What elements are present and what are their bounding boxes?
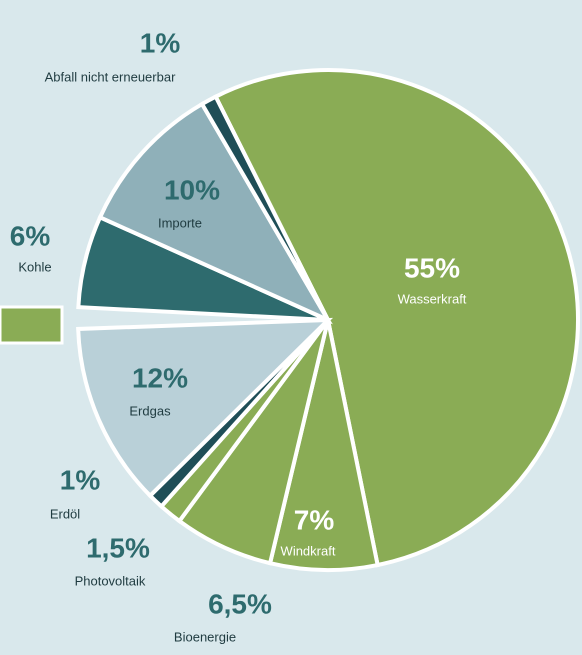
slice: [267, 319, 380, 572]
slice: [76, 317, 334, 499]
value-label: 6,5%: [208, 588, 272, 619]
category-label: Windkraft: [281, 543, 336, 558]
category-label: Erdgas: [129, 403, 171, 418]
category-label: Photovoltaik: [75, 573, 146, 588]
value-label: 10%: [164, 174, 220, 205]
value-label: 6%: [10, 220, 51, 251]
cropped-slice: [0, 305, 64, 345]
value-label: 12%: [132, 362, 188, 393]
value-label: 7%: [294, 504, 335, 535]
category-label: Abfall nicht erneuerbar: [45, 69, 176, 84]
category-label: Erdöl: [50, 506, 80, 521]
value-label: 1%: [140, 27, 181, 58]
category-label: Wasserkraft: [398, 291, 467, 306]
pie: [76, 68, 580, 572]
category-label: Bioenergie: [174, 629, 236, 644]
value-label: 1,5%: [86, 532, 150, 563]
value-label: 1%: [60, 464, 101, 495]
labels: 55% Wasserkraft 7% Windkraft 6,5% Bioenergie 1…: [10, 27, 467, 644]
slice: [212, 68, 580, 568]
value-label: 55%: [404, 252, 460, 283]
slice: [199, 93, 330, 322]
category-label: Kohle: [18, 259, 51, 274]
slice: [97, 101, 333, 325]
category-label: Importe: [158, 215, 202, 230]
